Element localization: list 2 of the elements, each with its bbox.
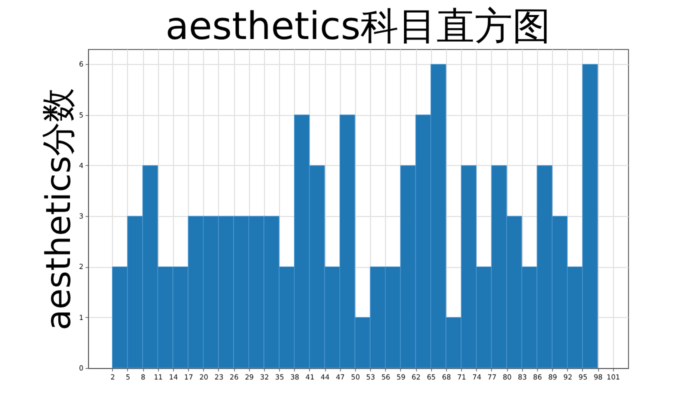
chart-title: aesthetics科目直方图 — [166, 4, 550, 48]
y-axis-title: aesthetics分数 — [39, 88, 80, 330]
